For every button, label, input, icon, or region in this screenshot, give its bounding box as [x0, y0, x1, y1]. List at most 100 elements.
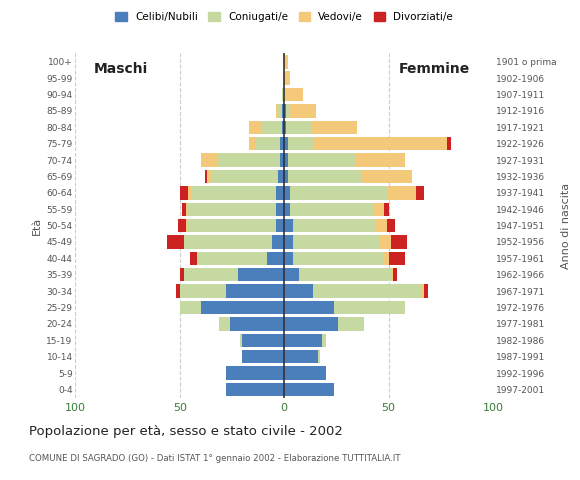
Bar [284, 219, 292, 232]
Bar [211, 170, 278, 183]
Bar [177, 219, 186, 232]
Y-axis label: Anno di nascita: Anno di nascita [560, 182, 571, 269]
Bar [176, 285, 180, 298]
Bar [287, 104, 291, 118]
Bar [284, 55, 288, 69]
Bar [205, 170, 207, 183]
Bar [284, 268, 299, 281]
Bar [184, 268, 238, 281]
Bar [197, 252, 267, 265]
Bar [284, 186, 291, 200]
Bar [180, 285, 226, 298]
Bar [188, 186, 193, 200]
Bar [280, 154, 284, 167]
Bar [393, 268, 397, 281]
Bar [284, 72, 291, 85]
Bar [230, 317, 284, 331]
Bar [284, 235, 292, 249]
Bar [271, 235, 284, 249]
Bar [219, 317, 230, 331]
Bar [167, 235, 184, 249]
Bar [284, 317, 339, 331]
Bar [311, 120, 357, 134]
Bar [284, 383, 334, 396]
Bar [386, 219, 395, 232]
Bar [284, 203, 291, 216]
Bar [201, 154, 218, 167]
Bar [288, 154, 355, 167]
Bar [180, 186, 188, 200]
Bar [188, 219, 276, 232]
Bar [276, 186, 284, 200]
Bar [374, 203, 385, 216]
Bar [355, 154, 405, 167]
Bar [291, 203, 374, 216]
Bar [284, 154, 288, 167]
Bar [278, 170, 284, 183]
Bar [180, 268, 184, 281]
Bar [186, 219, 188, 232]
Bar [201, 301, 284, 314]
Bar [226, 366, 284, 380]
Bar [226, 285, 284, 298]
Bar [391, 268, 393, 281]
Bar [242, 350, 284, 363]
Bar [238, 268, 284, 281]
Bar [190, 252, 197, 265]
Text: COMUNE DI SAGRADO (GO) - Dati ISTAT 1° gennaio 2002 - Elaborazione TUTTITALIA.IT: COMUNE DI SAGRADO (GO) - Dati ISTAT 1° g… [29, 454, 401, 463]
Bar [226, 383, 284, 396]
Bar [282, 104, 284, 118]
Bar [292, 252, 385, 265]
Bar [184, 235, 271, 249]
Bar [288, 137, 313, 150]
Y-axis label: Età: Età [32, 216, 42, 235]
Bar [278, 104, 282, 118]
Bar [249, 120, 261, 134]
Bar [291, 186, 386, 200]
Bar [284, 301, 334, 314]
Bar [416, 186, 424, 200]
Bar [287, 88, 303, 101]
Bar [284, 334, 322, 347]
Bar [276, 219, 284, 232]
Bar [276, 203, 284, 216]
Bar [282, 88, 284, 101]
Bar [361, 170, 412, 183]
Bar [292, 219, 376, 232]
Bar [186, 203, 188, 216]
Bar [284, 137, 288, 150]
Bar [385, 203, 389, 216]
Bar [389, 252, 405, 265]
Bar [380, 235, 391, 249]
Bar [292, 235, 380, 249]
Bar [322, 334, 326, 347]
Bar [255, 137, 280, 150]
Bar [240, 334, 242, 347]
Bar [261, 120, 282, 134]
Bar [447, 137, 451, 150]
Bar [391, 235, 407, 249]
Bar [288, 170, 361, 183]
Bar [284, 350, 318, 363]
Bar [284, 170, 288, 183]
Text: Femmine: Femmine [399, 62, 470, 76]
Bar [284, 104, 287, 118]
Bar [284, 88, 287, 101]
Text: Popolazione per età, sesso e stato civile - 2002: Popolazione per età, sesso e stato civil… [29, 425, 343, 438]
Bar [267, 252, 284, 265]
Bar [207, 170, 211, 183]
Bar [287, 120, 311, 134]
Bar [313, 285, 422, 298]
Bar [385, 252, 389, 265]
Bar [313, 137, 447, 150]
Bar [299, 268, 391, 281]
Bar [182, 203, 186, 216]
Bar [284, 252, 292, 265]
Bar [284, 366, 326, 380]
Bar [218, 154, 280, 167]
Legend: Celibi/Nubili, Coniugati/e, Vedovi/e, Divorziati/e: Celibi/Nubili, Coniugati/e, Vedovi/e, Di… [111, 8, 457, 26]
Bar [422, 285, 424, 298]
Bar [280, 137, 284, 150]
Bar [284, 120, 287, 134]
Bar [334, 301, 405, 314]
